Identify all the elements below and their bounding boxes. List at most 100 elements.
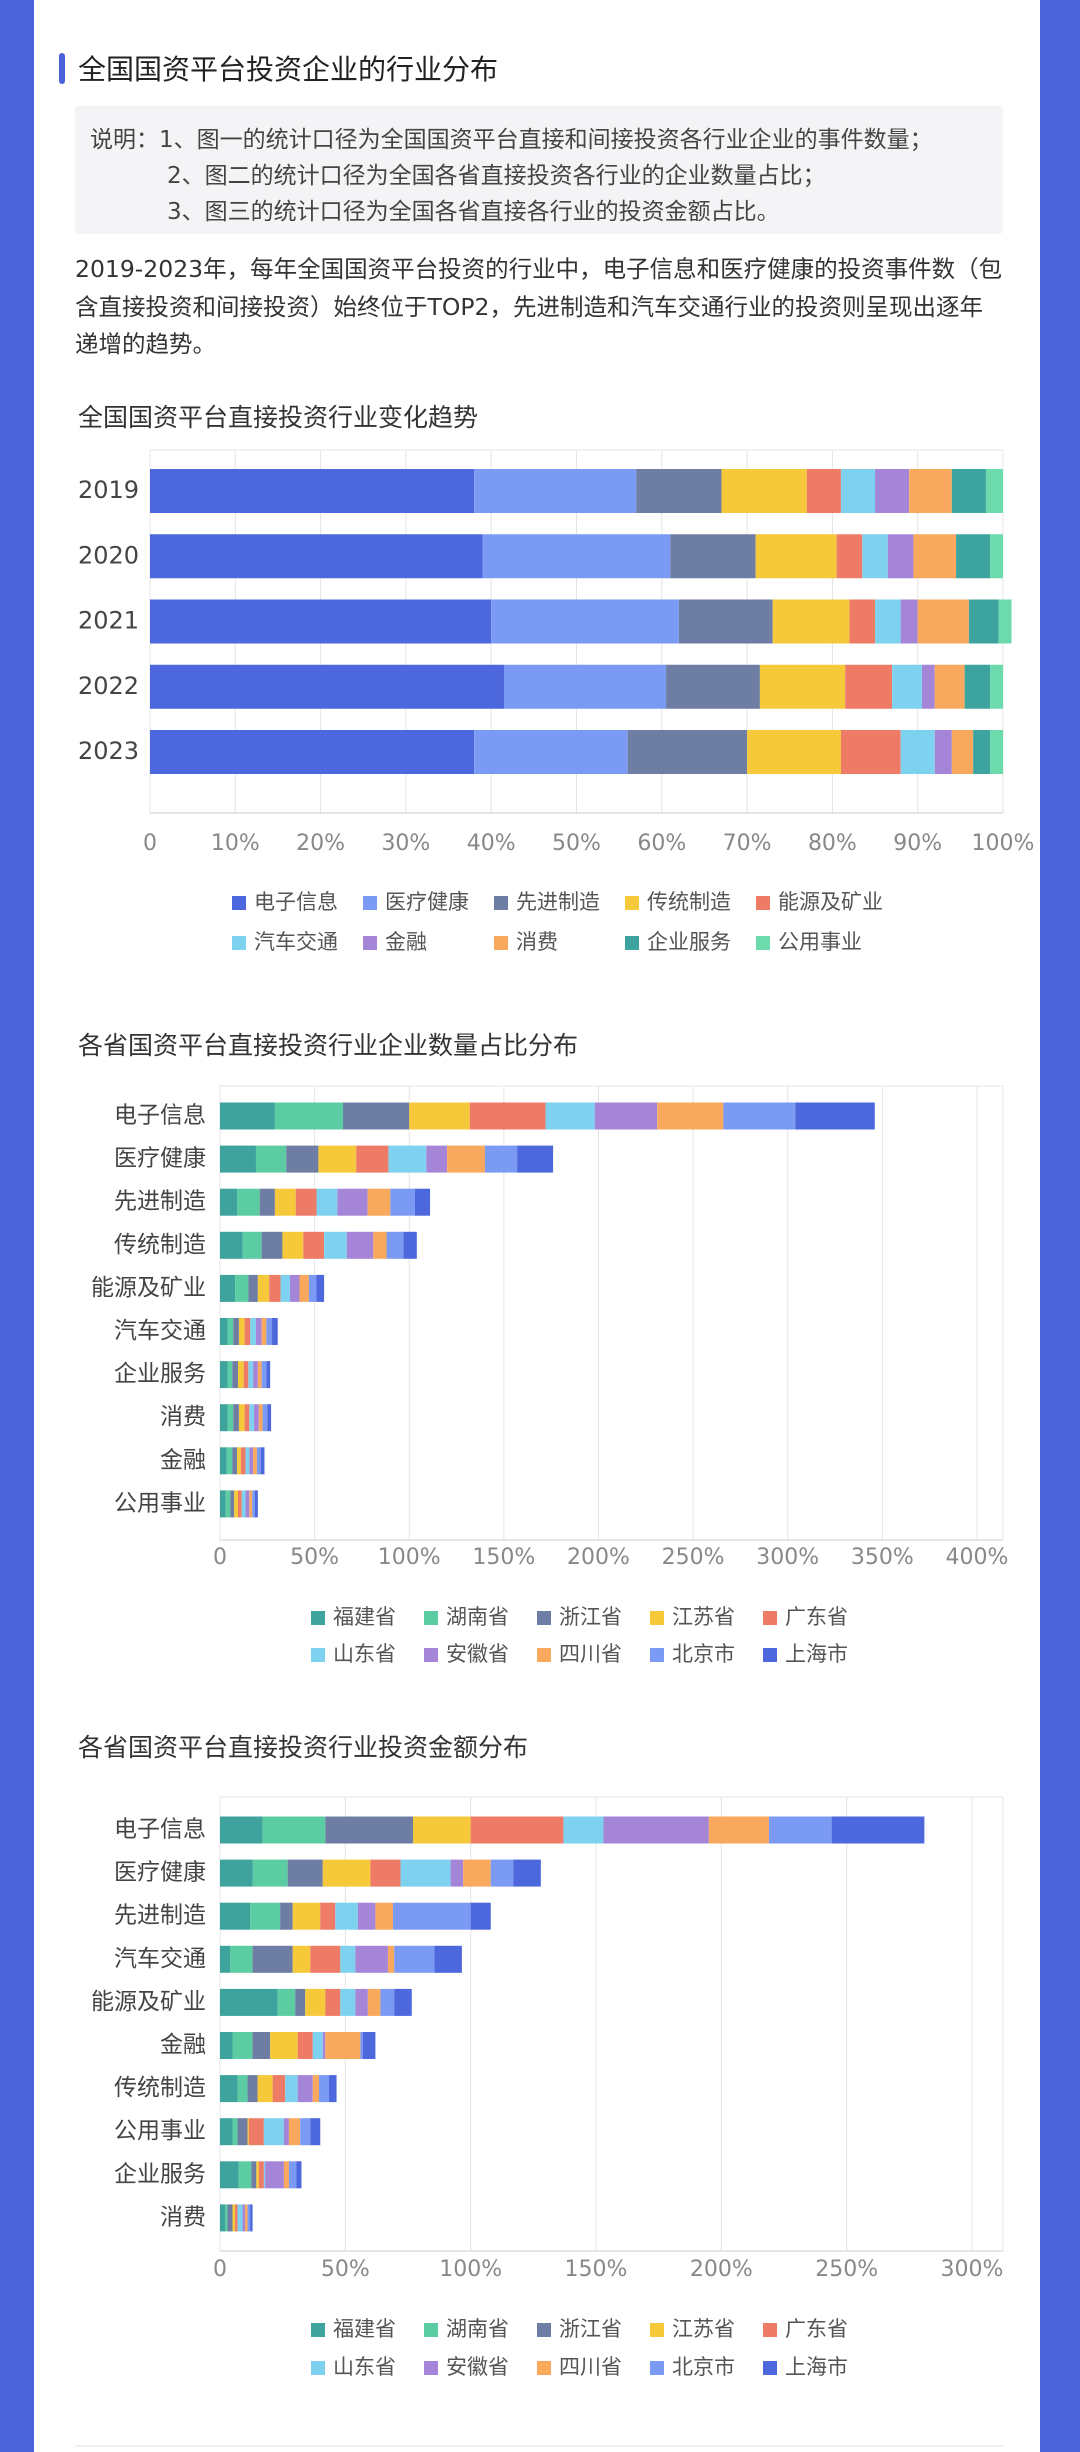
bar-segment xyxy=(267,1404,272,1432)
bar-segment xyxy=(968,599,999,644)
chart-title: 全国国资平台直接投资行业变化趋势 xyxy=(78,403,478,432)
x-tick-label: 70% xyxy=(723,831,772,856)
x-tick-label: 100% xyxy=(972,831,1035,856)
bar-segment xyxy=(248,2118,264,2146)
bar-segment xyxy=(237,1361,244,1389)
bar-segment xyxy=(283,2161,289,2189)
bar-segment xyxy=(263,2161,266,2189)
bar-segment xyxy=(272,1318,278,1345)
bar-segment xyxy=(220,1231,243,1259)
bar-segment xyxy=(320,1902,336,1930)
y-tick-label: 能源及矿业 xyxy=(91,1275,206,1301)
legend-label: 山东省 xyxy=(333,1642,396,1666)
legend-swatch xyxy=(537,2361,551,2375)
bar-segment xyxy=(657,1102,724,1130)
bar-segment xyxy=(921,664,935,709)
bar-segment xyxy=(990,664,1003,709)
bar-segment xyxy=(292,1902,321,1930)
legend-label: 上海市 xyxy=(785,1642,848,1666)
bar-segment xyxy=(324,1231,347,1259)
bar-segment xyxy=(270,2032,298,2059)
bar-segment xyxy=(280,1902,293,1930)
bar-segment xyxy=(956,534,991,579)
bar-segment xyxy=(280,1274,291,1302)
bar-segment xyxy=(235,2204,238,2232)
bar-segment xyxy=(247,2075,258,2103)
legend-swatch xyxy=(650,1611,664,1625)
bar-segment xyxy=(795,1102,875,1130)
bar-segment xyxy=(300,2118,311,2146)
legend-label: 企业服务 xyxy=(647,930,731,954)
bar-segment xyxy=(392,1902,471,1930)
bar-segment xyxy=(310,2118,321,2146)
bar-segment xyxy=(998,599,1012,644)
y-tick-label: 传统制造 xyxy=(114,2075,206,2101)
bar-segment xyxy=(322,2032,326,2059)
legend-label: 江苏省 xyxy=(672,2317,735,2341)
bar-segment xyxy=(357,1902,376,1930)
bar-segment xyxy=(269,1274,281,1302)
bar-segment xyxy=(232,2118,238,2146)
bar-segment xyxy=(261,1318,267,1345)
bar-segment xyxy=(247,2118,249,2146)
bar-segment xyxy=(258,1404,263,1432)
bar-segment xyxy=(220,2118,233,2146)
bar-segment xyxy=(290,1274,300,1302)
bar-segment xyxy=(310,1945,341,1973)
bar-segment xyxy=(240,1447,246,1475)
legend-swatch xyxy=(363,896,377,910)
bar-segment xyxy=(242,2204,246,2232)
legend-swatch xyxy=(311,2361,325,2375)
bar-segment xyxy=(257,1274,270,1302)
bar-segment xyxy=(367,1988,381,2016)
bar-segment xyxy=(283,2118,289,2146)
legend-label: 四川省 xyxy=(559,2355,622,2379)
legend-swatch xyxy=(311,1648,325,1662)
bar-segment xyxy=(253,1447,257,1475)
bar-segment xyxy=(288,2118,301,2146)
y-tick-label: 公用事业 xyxy=(114,1490,206,1516)
legend-swatch xyxy=(763,2361,777,2375)
bar-segment xyxy=(985,469,1003,513)
bar-segment xyxy=(277,1988,296,2016)
x-tick-label: 300% xyxy=(756,1545,819,1570)
bar-segment xyxy=(263,2118,284,2146)
bar-segment xyxy=(463,1859,491,1887)
legend-label: 福建省 xyxy=(333,1605,396,1629)
x-tick-label: 150% xyxy=(565,2257,628,2282)
y-tick-label: 医疗健康 xyxy=(114,1146,206,1172)
bar-segment xyxy=(474,469,637,513)
bar-segment xyxy=(403,1231,417,1259)
bar-segment xyxy=(256,1447,261,1475)
bar-segment xyxy=(242,1231,262,1259)
x-tick-label: 200% xyxy=(567,1545,630,1570)
legend-swatch xyxy=(363,936,377,950)
bar-segment xyxy=(260,1447,265,1475)
bar-segment xyxy=(772,599,850,644)
bar-segment xyxy=(220,1145,256,1173)
bar-segment xyxy=(325,1816,414,1844)
legend-swatch xyxy=(650,2323,664,2337)
bar-segment xyxy=(343,1102,410,1130)
bar-segment xyxy=(375,1902,393,1930)
x-tick-label: 350% xyxy=(851,1545,914,1570)
bar-segment xyxy=(266,1361,271,1389)
bar-segment xyxy=(252,1490,256,1518)
bar-segment xyxy=(470,1816,564,1844)
legend-label: 江苏省 xyxy=(672,1605,735,1629)
legend-label: 浙江省 xyxy=(559,1605,622,1629)
bar-segment xyxy=(670,534,756,579)
bar-segment xyxy=(990,730,1003,774)
y-tick-label: 2022 xyxy=(78,672,139,700)
bar-segment xyxy=(258,2161,264,2189)
bar-segment xyxy=(230,1945,253,1973)
bar-segment xyxy=(380,1988,395,2016)
bar-segment xyxy=(973,730,991,774)
bar-segment xyxy=(708,1816,769,1844)
heading: 全国国资平台投资企业的行业分布 xyxy=(78,53,499,86)
legend-swatch xyxy=(424,1611,438,1625)
bar-segment xyxy=(259,1188,275,1216)
bar-segment xyxy=(250,1902,281,1930)
bar-segment xyxy=(426,1145,448,1173)
